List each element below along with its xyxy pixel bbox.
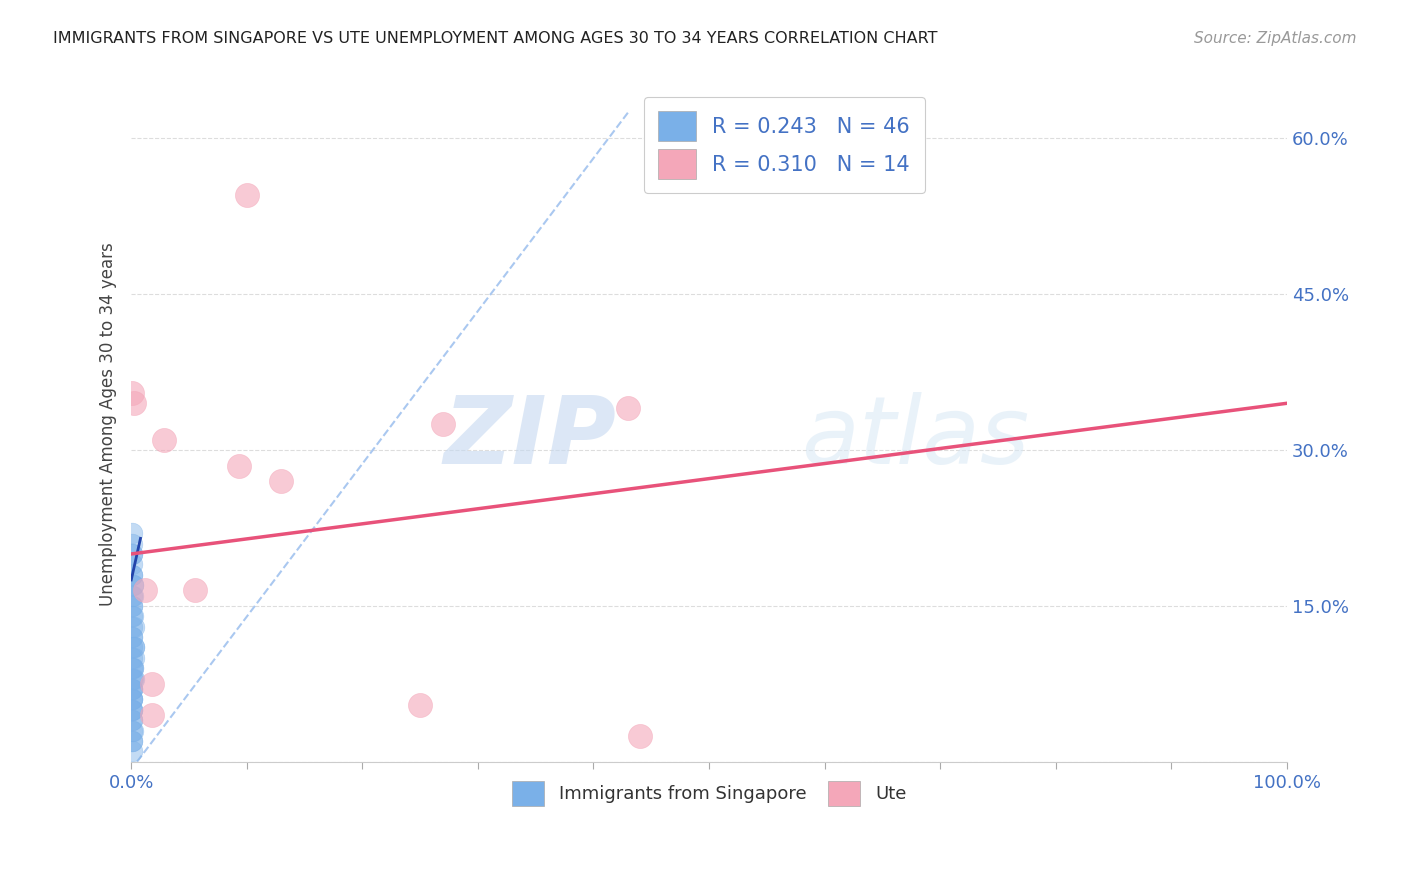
- Point: [121, 536, 143, 550]
- Point: [122, 672, 145, 686]
- Point: [228, 458, 250, 473]
- Point: [121, 589, 143, 603]
- Point: [121, 547, 143, 561]
- Point: [121, 734, 143, 748]
- Point: [141, 708, 163, 723]
- Point: [121, 703, 143, 717]
- Point: [134, 583, 156, 598]
- Y-axis label: Unemployment Among Ages 30 to 34 years: Unemployment Among Ages 30 to 34 years: [100, 243, 117, 606]
- Point: [121, 599, 143, 613]
- Text: Source: ZipAtlas.com: Source: ZipAtlas.com: [1194, 31, 1357, 46]
- Point: [121, 692, 143, 706]
- Point: [152, 433, 174, 447]
- Point: [121, 620, 143, 634]
- Point: [122, 396, 145, 410]
- Point: [121, 661, 143, 675]
- Point: [121, 692, 143, 706]
- Point: [141, 677, 163, 691]
- Point: [122, 672, 145, 686]
- Point: [121, 744, 143, 758]
- Point: [121, 558, 143, 572]
- Point: [121, 526, 143, 541]
- Point: [122, 723, 145, 738]
- Point: [121, 692, 143, 706]
- Point: [617, 401, 640, 416]
- Point: [121, 599, 143, 613]
- Point: [121, 651, 143, 665]
- Point: [121, 547, 143, 561]
- Point: [121, 567, 143, 582]
- Point: [121, 734, 143, 748]
- Point: [122, 661, 145, 675]
- Point: [409, 698, 432, 712]
- Point: [122, 640, 145, 655]
- Point: [122, 620, 145, 634]
- Text: ZIP: ZIP: [444, 392, 617, 483]
- Point: [122, 661, 145, 675]
- Point: [270, 474, 292, 488]
- Point: [628, 729, 651, 743]
- Point: [432, 417, 454, 431]
- Point: [121, 703, 143, 717]
- Point: [121, 713, 143, 727]
- Point: [121, 681, 143, 696]
- Point: [121, 703, 143, 717]
- Point: [121, 609, 143, 624]
- Point: [236, 188, 259, 202]
- Point: [121, 630, 143, 644]
- Point: [122, 651, 145, 665]
- Point: [121, 630, 143, 644]
- Point: [122, 578, 145, 592]
- Legend: Immigrants from Singapore, Ute: Immigrants from Singapore, Ute: [505, 773, 914, 814]
- Text: atlas: atlas: [801, 392, 1029, 483]
- Point: [121, 567, 143, 582]
- Point: [122, 589, 145, 603]
- Point: [184, 583, 207, 598]
- Point: [121, 672, 143, 686]
- Point: [121, 681, 143, 696]
- Point: [121, 723, 143, 738]
- Point: [122, 640, 145, 655]
- Point: [121, 385, 143, 400]
- Point: [121, 713, 143, 727]
- Point: [122, 578, 145, 592]
- Point: [121, 681, 143, 696]
- Point: [122, 609, 145, 624]
- Text: IMMIGRANTS FROM SINGAPORE VS UTE UNEMPLOYMENT AMONG AGES 30 TO 34 YEARS CORRELAT: IMMIGRANTS FROM SINGAPORE VS UTE UNEMPLO…: [53, 31, 938, 46]
- Point: [121, 640, 143, 655]
